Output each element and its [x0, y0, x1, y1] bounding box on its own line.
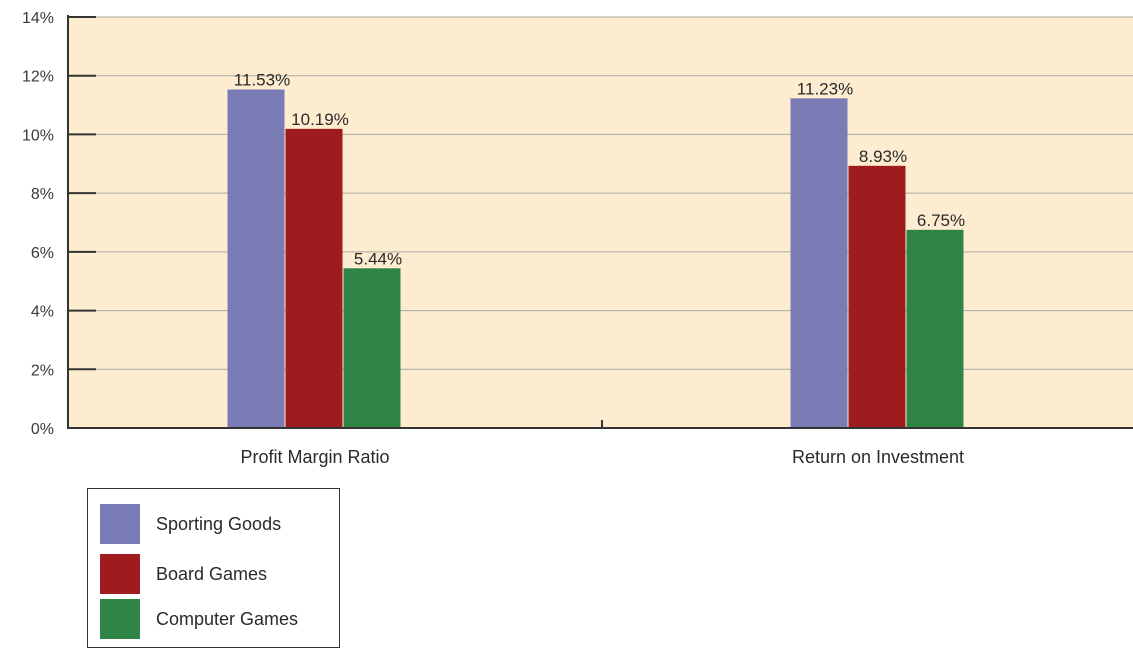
- y-tick-label: 6%: [31, 245, 54, 262]
- data-labels: 11.53% 10.19% 5.44% 11.23% 8.93% 6.75%: [234, 71, 965, 269]
- data-label: 5.44%: [354, 249, 402, 268]
- data-label: 6.75%: [917, 211, 965, 230]
- legend: Sporting Goods Board Games Computer Game…: [87, 488, 340, 648]
- data-label: 11.53%: [234, 71, 290, 90]
- data-label: 8.93%: [859, 147, 907, 166]
- y-tick-label: 10%: [22, 127, 54, 144]
- y-tick-label: 4%: [31, 304, 54, 321]
- legend-item-computer-games: Computer Games: [100, 599, 298, 639]
- legend-item-board-games: Board Games: [100, 554, 267, 594]
- bar-computer-games: [906, 229, 964, 428]
- bar-chart: 0%2%4%6%8%10%12%14% 11.53%10.19%5.44%11.…: [22, 10, 1133, 467]
- y-tick-label: 14%: [22, 10, 54, 27]
- bars: [227, 89, 964, 429]
- y-tick-label: 2%: [31, 362, 54, 379]
- y-tick-label: 12%: [22, 69, 54, 86]
- y-tick-label: 0%: [31, 421, 54, 438]
- data-label: 11.23%: [797, 79, 853, 98]
- category-labels: Profit Margin Ratio Return on Investment: [240, 447, 964, 467]
- category-label: Return on Investment: [792, 447, 964, 467]
- legend-label-sporting-goods: Sporting Goods: [156, 513, 282, 534]
- bar-board-games: [848, 165, 906, 429]
- y-tick-label: 8%: [31, 186, 54, 203]
- legend-swatch-sporting-goods: [100, 504, 140, 544]
- legend-item-sporting-goods: Sporting Goods: [100, 504, 281, 544]
- bar-board-games: [285, 128, 343, 428]
- legend-swatch-board-games: [100, 554, 140, 594]
- category-label: Profit Margin Ratio: [240, 447, 389, 467]
- legend-label-computer-games: Computer Games: [156, 608, 299, 629]
- legend-label-board-games: Board Games: [156, 563, 268, 584]
- bar-sporting-goods: [227, 89, 285, 428]
- legend-swatch-computer-games: [100, 599, 140, 639]
- data-label: 10.19%: [291, 110, 349, 129]
- y-axis-ticks: 0% 2% 4% 6% 8% 10% 12% 14%: [22, 10, 96, 438]
- bar-computer-games: [343, 268, 401, 428]
- bar-sporting-goods: [790, 98, 848, 429]
